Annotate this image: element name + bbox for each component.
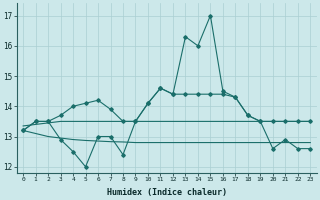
X-axis label: Humidex (Indice chaleur): Humidex (Indice chaleur) <box>107 188 227 197</box>
